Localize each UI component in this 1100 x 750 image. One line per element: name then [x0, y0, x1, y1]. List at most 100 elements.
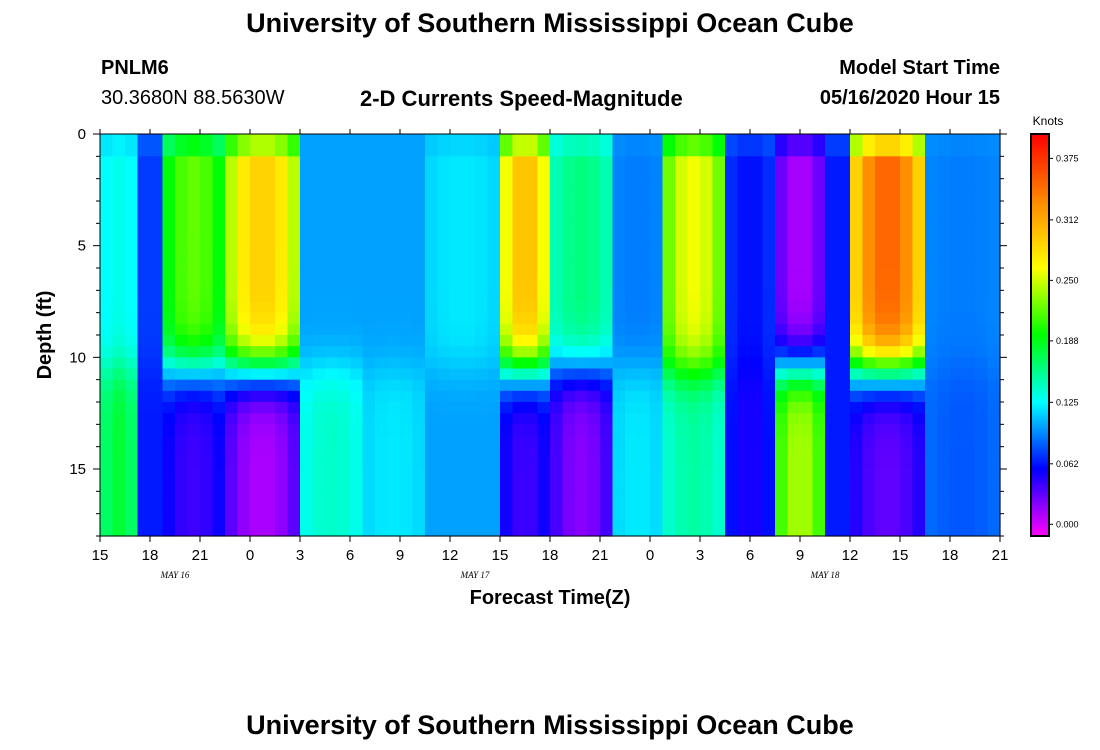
heatmap-cell [787, 379, 801, 392]
heatmap-cell [362, 390, 376, 403]
heatmap-cell [525, 368, 539, 381]
heatmap-cell [925, 279, 939, 291]
heatmap-cell [537, 480, 551, 492]
heatmap-cell [887, 234, 901, 247]
heatmap-cell [250, 368, 264, 381]
heatmap-cell [362, 335, 376, 347]
heatmap-cell [700, 502, 714, 515]
heatmap-cell [562, 379, 576, 392]
heatmap-cell [900, 256, 914, 269]
heatmap-cell [312, 469, 326, 481]
heatmap-cell [150, 491, 164, 504]
heatmap-cell [212, 212, 226, 224]
heatmap-cell [800, 134, 814, 146]
heatmap-cell [125, 312, 139, 325]
heatmap-cell [250, 145, 264, 157]
heatmap-cell [675, 335, 689, 347]
heatmap-cell [687, 435, 701, 448]
heatmap-cell [625, 368, 639, 381]
heatmap-cell [375, 513, 389, 526]
heatmap-cell [162, 357, 176, 370]
heatmap-cell [337, 469, 351, 481]
heatmap-cell [387, 413, 401, 425]
heatmap-cell [137, 390, 151, 403]
heatmap-cell [237, 524, 251, 537]
heatmap-cell [550, 167, 564, 180]
heatmap-cell [462, 312, 476, 325]
heatmap-cell [875, 268, 889, 280]
heatmap-cell [362, 323, 376, 336]
heatmap-cell [150, 178, 164, 191]
heatmap-cell [700, 245, 714, 258]
heatmap-cell [775, 189, 789, 202]
heatmap-cell [262, 312, 276, 325]
heatmap-cell [950, 402, 964, 414]
heatmap-cell [787, 223, 801, 236]
heatmap-cell [325, 290, 339, 303]
heatmap-cell [750, 513, 764, 526]
heatmap-cell [212, 245, 226, 258]
heatmap-cell [225, 379, 239, 392]
heatmap-cell [487, 245, 501, 258]
heatmap-cell [650, 245, 664, 258]
heatmap-cell [462, 446, 476, 459]
heatmap-cell [712, 346, 726, 358]
heatmap-cell [587, 323, 601, 336]
heatmap-cell [687, 446, 701, 459]
heatmap-cell [175, 524, 189, 537]
heatmap-cell [725, 167, 739, 180]
heatmap-cell [862, 279, 876, 291]
heatmap-cell [150, 402, 164, 414]
heatmap-cell [350, 335, 364, 347]
heatmap-cell [875, 223, 889, 236]
heatmap-cell [850, 279, 864, 291]
heatmap-cell [912, 268, 926, 280]
heatmap-cell [900, 167, 914, 180]
heatmap-cell [575, 424, 589, 437]
heatmap-cell [637, 156, 651, 169]
heatmap-cell [837, 223, 851, 236]
heatmap-cell [450, 290, 464, 303]
heatmap-cell [662, 201, 676, 213]
heatmap-cell [525, 189, 539, 202]
heatmap-cell [962, 156, 976, 169]
heatmap-cell [650, 335, 664, 347]
heatmap-cell [487, 413, 501, 425]
heatmap-cell [850, 134, 864, 146]
heatmap-cell [150, 201, 164, 213]
heatmap-cell [925, 390, 939, 403]
heatmap-cell [700, 234, 714, 247]
heatmap-cell [112, 446, 126, 459]
heatmap-cell [600, 223, 614, 236]
heatmap-cell [137, 156, 151, 169]
heatmap-cell [450, 201, 464, 213]
heatmap-cell [537, 469, 551, 481]
heatmap-cell [400, 469, 414, 481]
heatmap-cell [512, 245, 526, 258]
heatmap-cell [250, 390, 264, 403]
heatmap-cell [775, 480, 789, 492]
heatmap-cell [875, 212, 889, 224]
heatmap-cell [725, 346, 739, 358]
heatmap-cell [200, 524, 214, 537]
heatmap-cell [437, 312, 451, 325]
heatmap-cell [537, 201, 551, 213]
heatmap-cell [587, 390, 601, 403]
heatmap-cell [650, 424, 664, 437]
heatmap-cell [925, 290, 939, 303]
heatmap-cell [787, 145, 801, 157]
heatmap-cell [950, 335, 964, 347]
heatmap-cell [550, 480, 564, 492]
heatmap-cell [337, 178, 351, 191]
heatmap-cell [125, 134, 139, 146]
heatmap-cell [125, 469, 139, 481]
heatmap-cell [112, 167, 126, 180]
heatmap-cell [975, 245, 989, 258]
heatmap-cell [112, 402, 126, 414]
heatmap-cell [512, 134, 526, 146]
heatmap-cell [550, 145, 564, 157]
heatmap-cell [212, 513, 226, 526]
heatmap-cell [325, 234, 339, 247]
heatmap-cell [537, 368, 551, 381]
heatmap-cell [150, 245, 164, 258]
